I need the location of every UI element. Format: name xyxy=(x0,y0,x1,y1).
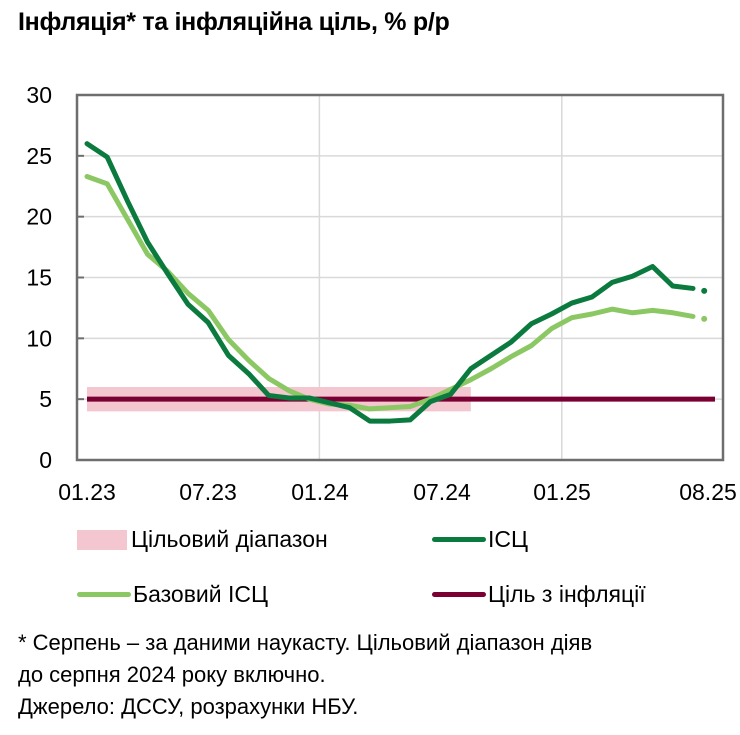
legend-label-core: Базовий ІСЦ xyxy=(133,581,269,607)
legend-label-band: Цільовий діапазон xyxy=(131,526,328,552)
y-tick-label: 10 xyxy=(26,325,52,351)
plot-frame xyxy=(75,93,725,462)
y-tick-label: 0 xyxy=(39,447,52,473)
target-line-icon xyxy=(432,592,486,597)
x-axis-ticks: 01.23 07.23 01.24 07.24 01.25 08.25 xyxy=(58,479,737,505)
chart-title: Інфляція* та інфляційна ціль, % р/р xyxy=(18,8,450,36)
source-note: Джерело: ДССУ, розрахунки НБУ. xyxy=(18,694,359,719)
legend-item-core: Базовий ІСЦ xyxy=(77,581,268,608)
x-tick-label: 01.23 xyxy=(58,479,116,505)
y-tick-label: 30 xyxy=(26,82,52,108)
x-tick-label: 01.25 xyxy=(533,479,591,505)
y-tick-label: 15 xyxy=(26,265,52,291)
x-tick-label: 01.24 xyxy=(291,479,349,505)
chart-series xyxy=(84,141,715,424)
cpi-line-icon xyxy=(432,537,486,542)
y-tick-label: 20 xyxy=(26,204,52,230)
y-tick-label: 5 xyxy=(39,386,52,412)
x-tick-label: 08.25 xyxy=(679,479,737,505)
footnote-line-2: до серпня 2024 року включно. xyxy=(18,662,326,687)
legend-item-cpi: ІСЦ xyxy=(432,526,528,553)
core-cpi-line-icon xyxy=(77,592,131,597)
legend-item-band: Цільовий діапазон xyxy=(77,526,328,553)
y-tick-label: 25 xyxy=(26,143,52,169)
legend-label-cpi: ІСЦ xyxy=(488,526,529,552)
legend-label-target: Ціль з інфляції xyxy=(488,581,646,607)
y-axis-ticks: 0 5 10 15 20 25 30 xyxy=(26,82,52,473)
legend-item-target: Ціль з інфляції xyxy=(432,581,646,608)
x-tick-label: 07.23 xyxy=(179,479,237,505)
band-swatch-icon xyxy=(77,529,127,550)
x-tick-label: 07.24 xyxy=(413,479,471,505)
footnote-line-1: * Серпень – за даними наукасту. Цільовий… xyxy=(18,630,593,655)
